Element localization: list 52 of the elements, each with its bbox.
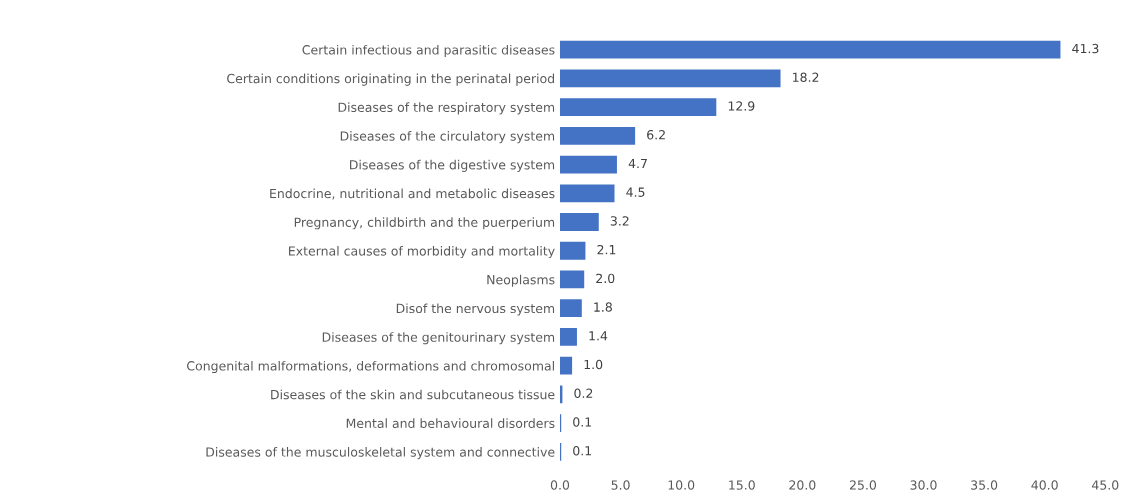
bar: [559, 184, 615, 203]
data-label: 2.0: [596, 273, 615, 284]
y-tick-label: Diseases of the skin and subcutaneous tissue: [271, 389, 555, 400]
data-label: 1.8: [594, 302, 612, 312]
y-tick-label: Diseases of the digestive system: [350, 159, 555, 172]
data-label: 0.1: [573, 446, 592, 456]
y-tick-label: Diseases of the respiratory system: [338, 102, 555, 115]
x-tick-label: 10.0: [668, 480, 695, 490]
y-tick-label: External causes of morbidity and mortality: [289, 245, 555, 259]
y-tick-label: Disof the nervous system: [396, 303, 555, 316]
y-tick-label: Endocrine, nutritional and metabolic diseases: [270, 188, 555, 200]
x-tick-label: 0.0: [550, 480, 570, 490]
x-tick-label: 15.0: [729, 480, 755, 490]
y-tick-label: Diseases of the musculoskeletal system and connective: [206, 447, 555, 460]
data-label: 0.1: [573, 417, 592, 427]
bar: [559, 270, 585, 289]
data-label: 1.4: [589, 331, 608, 341]
bar: [559, 356, 573, 375]
y-tick-label: Mental and behavioural disorders: [346, 418, 555, 429]
data-label: 1.0: [584, 359, 603, 370]
x-tick-label: 20.0: [789, 480, 816, 490]
bar: [559, 69, 781, 88]
y-tick-label: Certain infectious and parasitic diseases: [302, 44, 555, 57]
bar: [559, 126, 636, 145]
bar: [559, 241, 586, 260]
y-tick-label: Neoplasms: [487, 274, 555, 287]
data-label: 6.2: [647, 130, 665, 140]
bar: [559, 98, 717, 117]
y-tick-label: Congenital malformations, deformations and chromosomal: [187, 360, 554, 373]
bar: [559, 40, 1061, 59]
bar: [559, 299, 582, 318]
data-label: 41.3: [1072, 43, 1099, 54]
bar: [559, 213, 599, 231]
data-label: 4.7: [628, 158, 647, 169]
x-tick-label: 25.0: [849, 480, 877, 490]
y-tick-label: Diseases of the circulatory system: [340, 131, 555, 144]
x-tick-label: 45.0: [1091, 480, 1119, 490]
y-tick-label: Diseases of the genitourinary system: [322, 332, 555, 345]
x-tick-label: 35.0: [971, 480, 998, 490]
x-tick-label: 30.0: [910, 480, 937, 490]
bar: [559, 155, 617, 174]
data-label: 0.2: [574, 388, 593, 399]
data-label: 12.9: [728, 101, 755, 111]
data-label: 18.2: [793, 72, 819, 82]
data-label: 4.5: [626, 187, 645, 197]
data-label: 3.2: [610, 216, 629, 226]
y-tick-label: Pregnancy, childbirth and the puerperium: [294, 217, 555, 230]
x-tick-label: 40.0: [1031, 480, 1058, 490]
y-tick-label: Certain conditions originating in the perinatal period: [227, 73, 554, 86]
x-tick-label: 5.0: [611, 480, 630, 490]
data-label: 2.1: [597, 244, 616, 255]
bar: [559, 328, 577, 346]
